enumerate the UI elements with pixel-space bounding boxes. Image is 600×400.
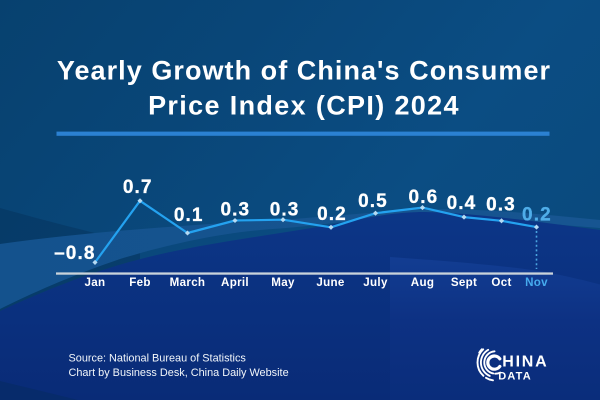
svg-text:HINA: HINA: [502, 353, 548, 370]
svg-text:0.2: 0.2: [522, 205, 552, 226]
svg-text:0.3: 0.3: [486, 195, 516, 216]
svg-text:Feb: Feb: [129, 276, 151, 289]
svg-text:April: April: [221, 276, 249, 289]
svg-text:July: July: [363, 276, 388, 289]
svg-text:Nov: Nov: [525, 276, 548, 289]
svg-text:0.3: 0.3: [220, 199, 250, 220]
svg-text:0.2: 0.2: [317, 204, 347, 225]
svg-text:DATA: DATA: [498, 370, 532, 382]
svg-text:0.4: 0.4: [447, 193, 477, 214]
svg-text:0.3: 0.3: [270, 199, 300, 220]
svg-text:Oct: Oct: [491, 276, 511, 289]
svg-text:–0.8: –0.8: [54, 243, 95, 264]
svg-text:Aug: Aug: [411, 276, 434, 289]
svg-text:Chart by Business Desk, China: Chart by Business Desk, China Daily Webs…: [69, 367, 289, 379]
svg-text:May: May: [271, 276, 295, 289]
svg-text:Yearly Growth of China's Consu: Yearly Growth of China's Consumer: [57, 56, 551, 86]
svg-text:0.6: 0.6: [409, 187, 439, 208]
svg-text:0.1: 0.1: [174, 205, 204, 226]
svg-text:Sept: Sept: [451, 276, 477, 289]
svg-text:Price Index (CPI) 2024: Price Index (CPI) 2024: [148, 91, 460, 121]
svg-text:0.5: 0.5: [358, 191, 388, 212]
svg-text:March: March: [170, 276, 206, 289]
svg-text:June: June: [316, 276, 345, 289]
svg-text:0.7: 0.7: [123, 177, 153, 198]
svg-text:Jan: Jan: [85, 276, 106, 289]
svg-text:Source: National Bureau of Sta: Source: National Bureau of Statistics: [69, 353, 247, 365]
